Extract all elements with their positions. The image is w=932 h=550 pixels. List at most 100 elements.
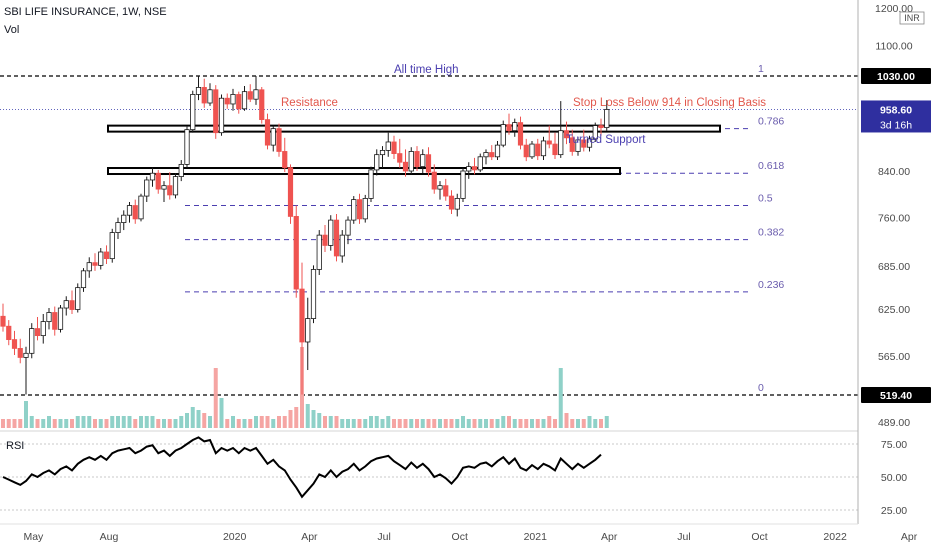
volume-bar	[478, 419, 483, 428]
candle-body	[132, 205, 138, 220]
ath-label: All time High	[394, 64, 459, 76]
candle-body	[287, 167, 294, 217]
volume-bar	[47, 416, 51, 428]
candle-body	[86, 262, 92, 272]
candle-body	[529, 143, 535, 158]
volume-bar	[277, 416, 281, 428]
candle-body	[535, 143, 541, 157]
volume-bar	[512, 419, 517, 428]
volume-bar	[144, 416, 149, 428]
rsi-label: RSI	[6, 440, 24, 452]
volume-bar	[587, 416, 592, 428]
volume-bar	[110, 416, 115, 428]
time-tick: Jul	[377, 531, 390, 543]
candle-body	[149, 172, 156, 181]
volume-bar	[599, 419, 603, 428]
volume-bar	[282, 416, 287, 428]
countdown-label: 3d 16h	[880, 119, 912, 131]
candle-body	[316, 234, 322, 270]
volume-bar	[231, 416, 235, 428]
volume-bar	[104, 419, 109, 428]
candle-body	[425, 154, 432, 173]
volume-bar	[340, 419, 345, 428]
volume-bar	[449, 419, 454, 428]
time-tick: Oct	[751, 531, 767, 543]
candle-body	[552, 143, 558, 156]
candle-body	[414, 151, 420, 167]
candle-body	[138, 195, 144, 220]
time-tick: 2022	[823, 531, 847, 543]
candle-body	[259, 89, 265, 120]
annotations: All time High Resistance Stop Loss Below…	[6, 64, 766, 452]
volume-bar	[524, 419, 529, 428]
volume-bar	[374, 416, 379, 428]
rsi-pane	[0, 430, 858, 511]
volume-bar	[87, 416, 92, 428]
candle-body	[333, 219, 340, 257]
volume-bar	[202, 413, 207, 428]
rsi-line	[2, 436, 602, 499]
candle-body	[40, 321, 46, 337]
volume-bar	[305, 404, 310, 428]
candle-body	[11, 339, 18, 349]
candle-body	[218, 97, 225, 134]
volume-bar	[185, 413, 189, 428]
time-tick: Apr	[301, 531, 318, 543]
volume-bar	[150, 416, 155, 428]
candle-body	[63, 300, 69, 309]
currency-label: INR	[904, 13, 920, 23]
candle-body	[52, 312, 58, 330]
candle-body	[276, 128, 282, 152]
volume-bar	[288, 410, 293, 428]
candle-body	[466, 166, 472, 172]
volume-bar	[380, 419, 385, 428]
candle-body	[201, 87, 207, 104]
volume-bar	[386, 416, 391, 428]
chart-title: SBI LIFE INSURANCE, 1W, NSE	[4, 6, 167, 18]
candle-body	[477, 156, 483, 171]
volume-bar	[70, 419, 74, 428]
candle-body	[420, 154, 426, 167]
volume-bar	[409, 419, 414, 428]
candle-body	[448, 195, 455, 210]
volume-bar	[213, 368, 218, 428]
candle-body	[299, 288, 305, 343]
volume-bar	[466, 419, 471, 428]
volume-bar	[432, 419, 437, 428]
fib-label-0.5: 0.5	[758, 193, 773, 205]
fib-label-0.786: 0.786	[758, 116, 784, 128]
price-tick: 565.00	[878, 351, 910, 363]
volume-bar	[121, 416, 126, 428]
stop-loss-label: Stop Loss Below 914 in Closing Basis	[573, 97, 766, 109]
volume-bar	[547, 416, 552, 428]
candle-body	[293, 216, 299, 290]
candle-body	[195, 87, 202, 95]
price-tick: 625.00	[878, 304, 910, 316]
candle-body	[6, 325, 12, 340]
low-badge: 519.40	[880, 390, 912, 402]
volume-bar	[484, 419, 488, 428]
candle-body	[546, 140, 552, 145]
volume-bar	[24, 401, 28, 428]
volume-bar	[323, 416, 327, 428]
candle-body	[115, 222, 121, 233]
volume-bar	[173, 419, 178, 428]
horizontal-levels	[0, 75, 858, 396]
candle-body	[184, 129, 190, 165]
candle-body	[270, 128, 276, 146]
resistance-zone	[107, 124, 721, 133]
candle-body	[17, 348, 23, 358]
fib-label-0.618: 0.618	[758, 160, 784, 172]
volume-bar	[18, 419, 23, 428]
candle-body	[437, 185, 443, 190]
candle-body	[454, 198, 460, 210]
candle-body	[586, 138, 593, 148]
candle-body	[517, 122, 524, 146]
candle-body	[483, 152, 489, 158]
volume-bar	[6, 419, 11, 428]
candle-body	[0, 315, 6, 327]
candle-body	[103, 251, 110, 260]
volume-bar	[98, 419, 103, 428]
